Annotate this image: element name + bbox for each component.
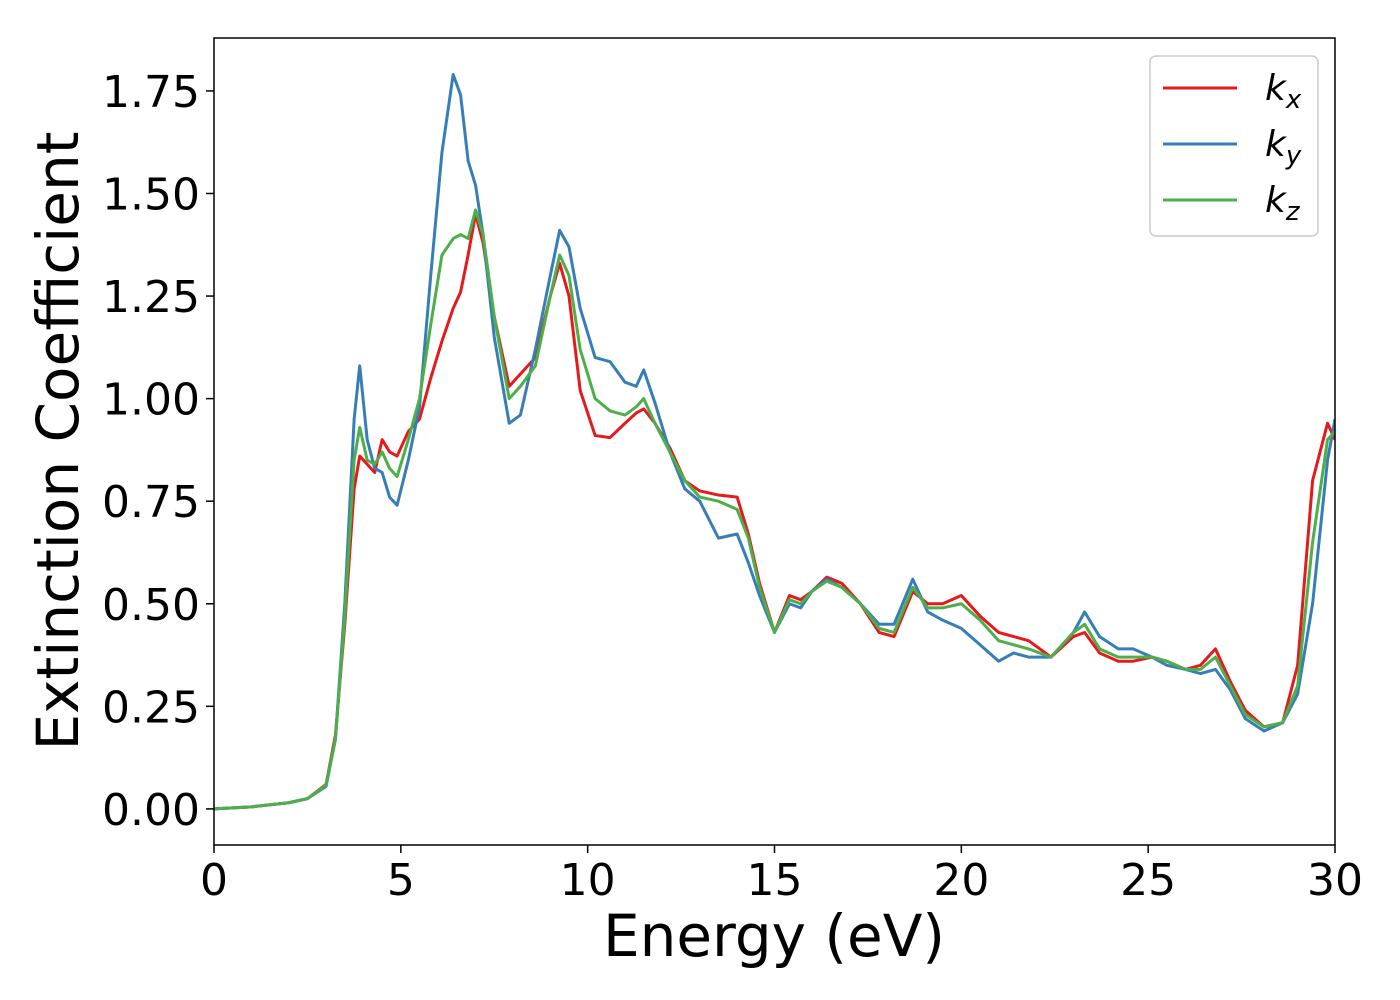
plot-frame <box>213 37 1336 846</box>
y-tick-label: 1.25 <box>102 272 200 323</box>
y-tick-label: 0.75 <box>102 477 200 528</box>
legend-box <box>1149 55 1319 237</box>
line-series <box>214 212 1335 811</box>
y-axis-label: Extinction Coefficient <box>24 132 92 751</box>
legend-label: kx <box>1265 68 1302 115</box>
y-tick-label: 0.50 <box>102 580 200 631</box>
y-tick-label: 1.50 <box>102 169 200 220</box>
x-axis-label: Energy (eV) <box>603 902 945 970</box>
x-tick-label: 25 <box>1120 855 1176 906</box>
x-tick-label: 30 <box>1307 855 1363 906</box>
y-tick-label: 0.00 <box>102 785 200 836</box>
legend-label: kz <box>1265 180 1301 227</box>
legend-label: ky <box>1265 124 1302 171</box>
x-tick-label: 15 <box>747 855 803 906</box>
line-series <box>214 208 1335 811</box>
y-tick-label: 1.00 <box>102 375 200 426</box>
y-tick-label: 0.25 <box>102 682 200 733</box>
x-tick-label: 0 <box>200 855 228 906</box>
x-tick-label: 20 <box>933 855 989 906</box>
x-tick-label: 5 <box>387 855 415 906</box>
plot-area <box>214 73 1335 811</box>
x-tick-label: 10 <box>560 855 616 906</box>
y-tick-label: 1.75 <box>102 67 200 118</box>
line-series <box>214 73 1335 811</box>
